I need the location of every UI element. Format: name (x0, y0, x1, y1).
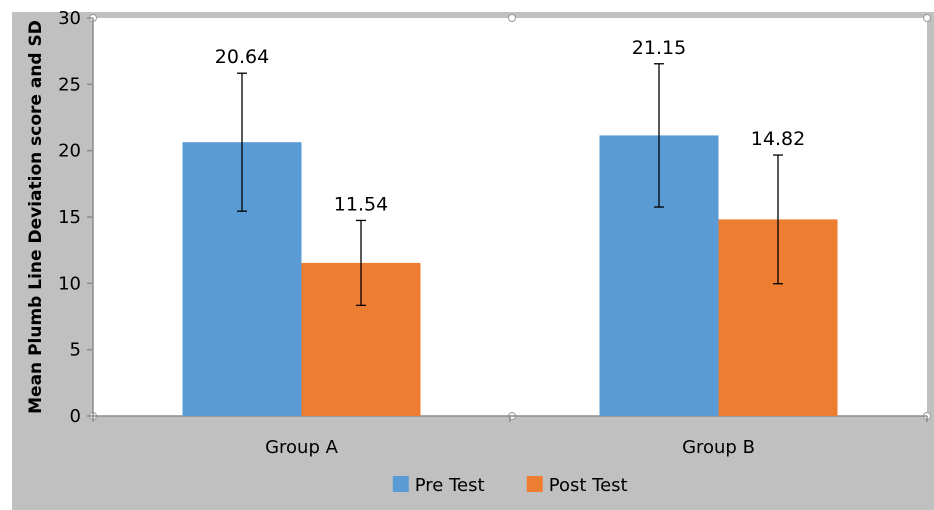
y-tick-label: 30 (58, 8, 81, 29)
y-tick-label: 15 (58, 207, 81, 228)
y-tick-label: 20 (58, 141, 81, 162)
legend: Pre Test Post Test (392, 475, 628, 496)
data-label: 14.82 (751, 128, 805, 150)
legend-swatch (392, 476, 409, 492)
selection-handle[interactable] (508, 14, 516, 22)
legend-label: Post Test (549, 475, 628, 496)
y-axis-label: Mean Plumb Line Deviation score and SD (26, 20, 46, 414)
legend-swatch (526, 476, 543, 492)
data-label: 21.15 (632, 37, 686, 59)
error-bars (237, 63, 783, 307)
selection-handle[interactable] (923, 14, 931, 22)
bars (182, 135, 838, 416)
y-tick-label: 0 (70, 406, 81, 427)
x-category-label: Group B (682, 437, 755, 458)
y-tick-label: 25 (58, 74, 81, 95)
data-label: 11.54 (334, 193, 388, 215)
data-label: 20.64 (215, 46, 269, 68)
data-labels: 20.64 11.54 21.15 14.82 (215, 37, 805, 216)
y-tick-label: 10 (58, 273, 81, 294)
legend-label: Pre Test (415, 475, 485, 496)
x-category-label: Group A (265, 437, 339, 458)
y-tick-label: 5 (70, 340, 81, 361)
